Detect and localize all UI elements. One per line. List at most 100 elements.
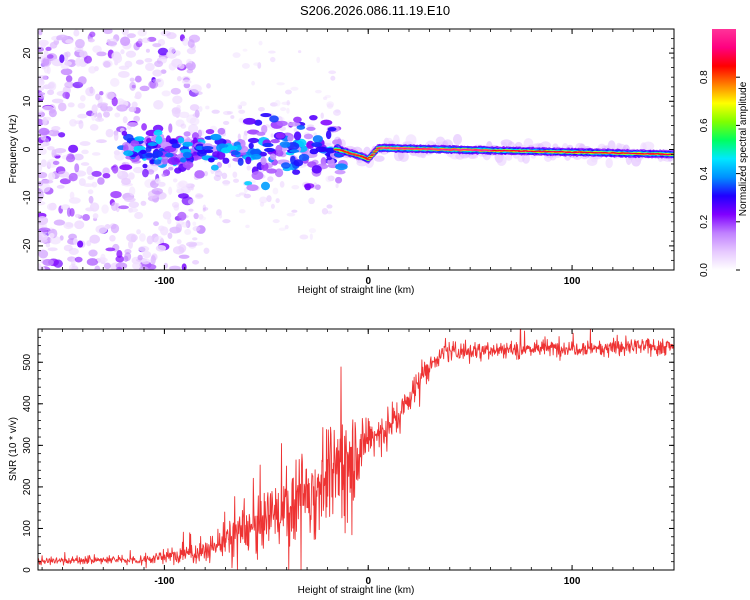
spectrogram-blob bbox=[286, 212, 296, 217]
spectrogram-blob bbox=[65, 39, 74, 44]
spectrogram-blob bbox=[266, 195, 272, 203]
spectrogram-blob bbox=[181, 75, 191, 82]
spectrogram-blob bbox=[86, 240, 92, 247]
spectrogram-blob bbox=[96, 51, 107, 57]
spectrogram-blob bbox=[246, 184, 259, 192]
spectrogram-blob bbox=[141, 37, 150, 44]
spectrogram-blob bbox=[171, 58, 183, 68]
spectrogram-blob bbox=[237, 104, 242, 110]
spectrogram-blob bbox=[119, 127, 125, 133]
spectrogram-blob bbox=[114, 151, 126, 161]
spectrogram-blob bbox=[154, 60, 164, 68]
snr-y-tick-label-3: 300 bbox=[22, 437, 33, 454]
spectrogram-blob bbox=[130, 140, 140, 147]
spectrogram-blob bbox=[203, 170, 209, 177]
spectrogram-blob bbox=[247, 129, 260, 135]
spectrogram-blob bbox=[129, 77, 135, 82]
spectrogram-blob bbox=[201, 146, 214, 150]
spectrogram-blob bbox=[73, 29, 80, 37]
spectrogram-blobs bbox=[38, 29, 674, 270]
spectrogram-blob bbox=[86, 165, 93, 176]
spectrogram-blob bbox=[138, 245, 150, 253]
spectrogram-blob bbox=[235, 144, 242, 151]
spectrogram-blob bbox=[74, 213, 81, 218]
spectrogram-blob bbox=[167, 217, 172, 225]
spectrogram-blob bbox=[182, 151, 192, 159]
spectrogram-blob bbox=[169, 265, 181, 270]
spectrogram-blob bbox=[116, 266, 123, 270]
spectrogram-blob bbox=[119, 164, 133, 171]
spectrogram-blob bbox=[274, 99, 281, 107]
spectrogram-blob bbox=[137, 29, 148, 37]
spectrogram-blob bbox=[87, 189, 94, 195]
spectrogram-blob bbox=[38, 127, 50, 136]
spectrogram-blob bbox=[38, 200, 46, 206]
spectrogram-blob bbox=[276, 120, 288, 127]
spectrogram-blob bbox=[312, 135, 323, 143]
spectrogram-blob bbox=[92, 45, 102, 54]
spectrogram-blob bbox=[251, 153, 262, 160]
spectrogram-blob bbox=[279, 181, 285, 188]
spectrogram-blob bbox=[212, 151, 220, 158]
spectrogram-blob bbox=[77, 113, 88, 119]
spectrogram-blob bbox=[314, 89, 322, 94]
spectrogram-blob bbox=[280, 107, 287, 112]
spectrogram-blob bbox=[129, 81, 137, 91]
spectrogram-blob bbox=[194, 170, 205, 179]
spectrogram-blob bbox=[141, 258, 151, 265]
spectrogram-blob bbox=[405, 134, 417, 146]
spectrogram-blob bbox=[145, 146, 152, 153]
spectrogram-blob bbox=[89, 124, 99, 131]
spectrogram-blob bbox=[293, 131, 302, 141]
spectrogram-blob bbox=[99, 91, 104, 96]
spectrogram-blob bbox=[505, 154, 513, 161]
spectrogram-blob bbox=[166, 32, 177, 40]
spectrogram-blob bbox=[88, 249, 98, 257]
spectrogram-blob bbox=[124, 197, 136, 203]
spectrogram-blob bbox=[74, 220, 85, 230]
spectrogram-blob bbox=[148, 80, 159, 89]
spectrogram-blob bbox=[296, 125, 306, 130]
spectrogram-blob bbox=[192, 259, 200, 265]
spectrogram-blob bbox=[254, 119, 263, 126]
spectrogram-blob bbox=[210, 164, 219, 171]
spectrogram-blob bbox=[38, 249, 49, 259]
spectrogram-blob bbox=[165, 152, 174, 158]
spectrogram-blob bbox=[289, 149, 300, 153]
spectrogram-blob bbox=[56, 34, 69, 40]
spectrogram-blob bbox=[326, 204, 333, 209]
spectrogram-blob bbox=[306, 140, 315, 150]
spectrogram-blob bbox=[51, 98, 64, 104]
spectrogram-blob bbox=[238, 209, 246, 214]
spectrogram-blob bbox=[74, 256, 83, 263]
snr-y-ticks: 0 100 200 300 400 500 bbox=[22, 328, 674, 573]
colorbar-tick-label-2: 0.4 bbox=[699, 166, 710, 180]
spectrogram-blob bbox=[233, 178, 240, 183]
spectrogram-blob bbox=[278, 227, 286, 231]
spectrogram-blob bbox=[110, 190, 122, 199]
colorbar-tick-label-1: 0.2 bbox=[699, 214, 710, 228]
spectrogram-blob bbox=[194, 109, 200, 118]
spectrogram-blob bbox=[134, 75, 142, 83]
spectrogram-blob bbox=[232, 52, 241, 58]
spectrogram-blob bbox=[177, 193, 189, 199]
spectrogram-blob bbox=[327, 126, 337, 132]
spectrogram-blob bbox=[522, 153, 530, 164]
spectrogram-blob bbox=[82, 183, 94, 188]
spectrogram-blob bbox=[245, 224, 250, 229]
spectrogram-blob bbox=[114, 112, 121, 118]
spectrogram-blob bbox=[181, 263, 187, 270]
spectrogram-blob bbox=[306, 126, 316, 131]
spectrogram-blob bbox=[183, 131, 191, 137]
spectrogram-blob bbox=[198, 216, 207, 221]
spectrogram-blob bbox=[178, 244, 187, 253]
spectrogram-blob bbox=[46, 54, 54, 59]
spectrogram-blob bbox=[134, 91, 142, 100]
spectrogram-blob bbox=[192, 237, 198, 241]
snr-y-tick-label-4: 400 bbox=[22, 395, 33, 412]
spectrogram-blob bbox=[190, 183, 195, 191]
spectrogram-blob bbox=[89, 202, 100, 212]
spectrogram-blob bbox=[240, 139, 246, 149]
spectrogram-blob bbox=[145, 153, 155, 158]
spectrogram-blob bbox=[176, 188, 185, 194]
